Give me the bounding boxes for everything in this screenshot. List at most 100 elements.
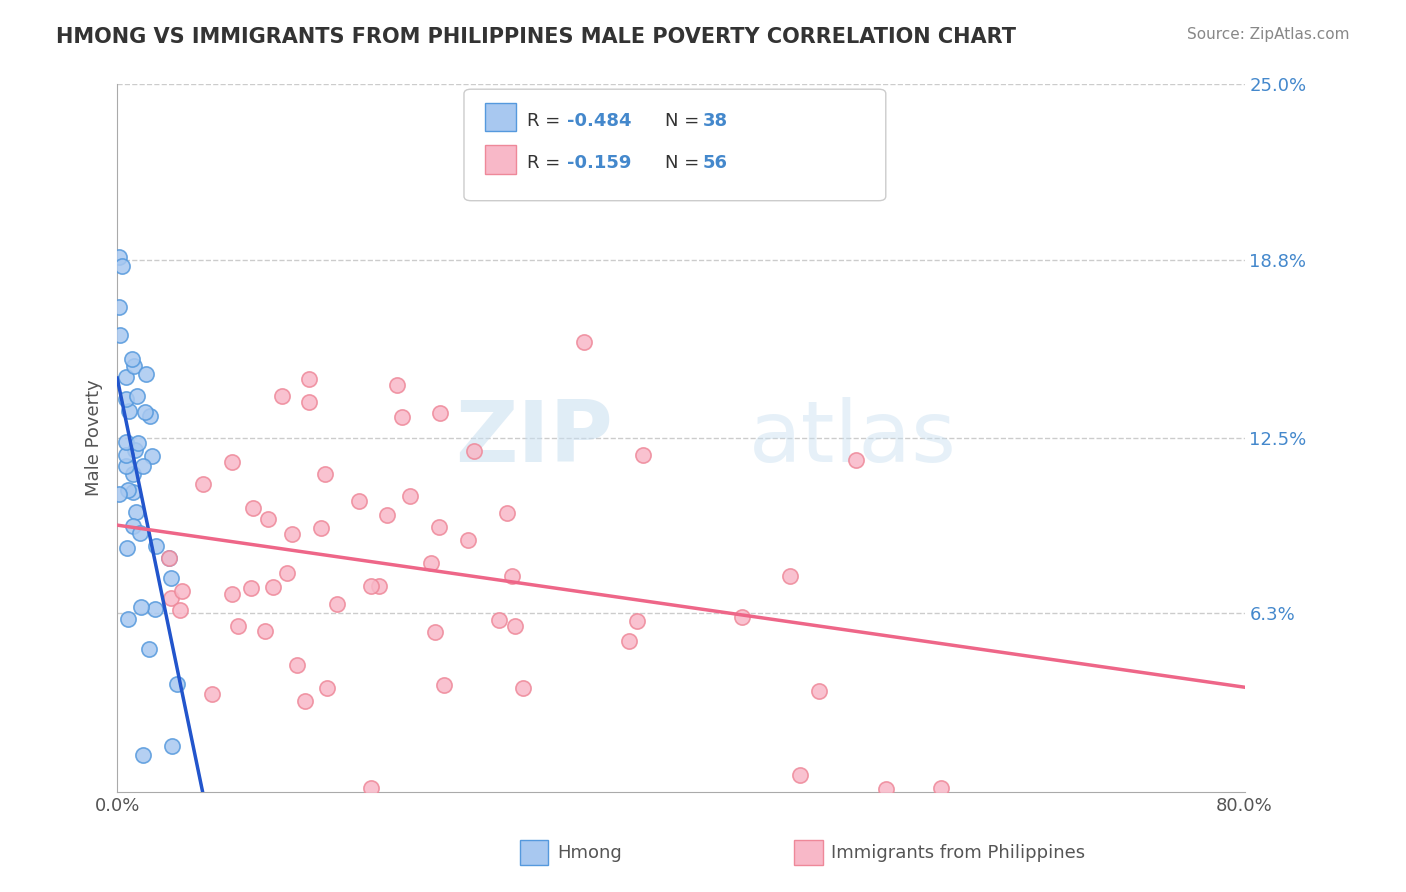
Point: [368, 579, 391, 593]
Point: [127, 436, 149, 450]
Point: [360, 579, 382, 593]
Point: [316, 681, 339, 695]
Point: [201, 687, 224, 701]
Point: [115, 370, 138, 384]
Point: [631, 448, 654, 462]
Point: [845, 453, 868, 467]
Text: R =: R =: [527, 154, 567, 172]
Point: [457, 533, 479, 547]
Point: [111, 259, 134, 273]
Point: [129, 599, 152, 614]
Text: Source: ZipAtlas.com: Source: ZipAtlas.com: [1187, 27, 1350, 42]
Point: [135, 368, 157, 382]
Point: [117, 483, 139, 498]
Point: [139, 409, 162, 424]
Point: [488, 613, 510, 627]
Point: [166, 677, 188, 691]
Point: [134, 405, 156, 419]
Point: [115, 448, 138, 462]
Point: [242, 500, 264, 515]
Point: [172, 584, 194, 599]
Point: [420, 556, 443, 570]
Point: [121, 519, 143, 533]
Point: [360, 780, 382, 795]
Point: [512, 681, 534, 696]
Point: [257, 512, 280, 526]
Point: [117, 404, 139, 418]
Point: [121, 351, 143, 366]
Point: [132, 459, 155, 474]
Text: ZIP: ZIP: [456, 397, 613, 480]
Point: [254, 624, 277, 639]
Text: Hmong: Hmong: [557, 844, 621, 862]
Point: [617, 634, 640, 648]
Point: [159, 591, 181, 605]
Point: [115, 541, 138, 556]
Point: [226, 619, 249, 633]
Point: [789, 767, 811, 781]
Point: [731, 610, 754, 624]
Point: [159, 571, 181, 585]
Point: [107, 250, 129, 264]
Point: [503, 619, 526, 633]
Point: [427, 520, 450, 534]
Point: [114, 434, 136, 449]
Point: [145, 539, 167, 553]
Point: [110, 328, 132, 343]
Point: [141, 449, 163, 463]
Point: [128, 525, 150, 540]
Point: [160, 739, 183, 753]
Point: [929, 781, 952, 796]
Point: [169, 603, 191, 617]
Text: N =: N =: [665, 154, 704, 172]
Point: [114, 392, 136, 406]
Point: [391, 410, 413, 425]
Point: [807, 684, 830, 698]
Text: atlas: atlas: [748, 397, 956, 480]
Point: [298, 395, 321, 409]
Point: [138, 642, 160, 657]
Point: [125, 505, 148, 519]
Point: [779, 569, 801, 583]
Point: [349, 493, 371, 508]
Point: [433, 678, 456, 692]
Point: [221, 587, 243, 601]
Point: [495, 506, 517, 520]
Point: [875, 781, 897, 796]
Point: [501, 568, 523, 582]
Point: [429, 406, 451, 420]
Point: [132, 748, 155, 763]
Point: [309, 521, 332, 535]
Point: [399, 489, 422, 503]
Point: [423, 624, 446, 639]
Point: [294, 693, 316, 707]
Text: -0.484: -0.484: [567, 112, 631, 129]
Point: [157, 550, 180, 565]
Point: [463, 444, 485, 458]
Point: [143, 602, 166, 616]
Point: [191, 476, 214, 491]
Point: [285, 657, 308, 672]
Point: [117, 612, 139, 626]
Point: [122, 359, 145, 374]
Point: [107, 301, 129, 315]
Point: [239, 581, 262, 595]
Text: 38: 38: [703, 112, 728, 129]
Text: -0.159: -0.159: [567, 154, 631, 172]
Point: [276, 566, 298, 581]
Point: [626, 614, 648, 628]
Point: [221, 455, 243, 469]
Text: HMONG VS IMMIGRANTS FROM PHILIPPINES MALE POVERTY CORRELATION CHART: HMONG VS IMMIGRANTS FROM PHILIPPINES MAL…: [56, 27, 1017, 46]
Point: [122, 485, 145, 500]
Y-axis label: Male Poverty: Male Poverty: [86, 380, 103, 497]
Point: [157, 551, 180, 566]
Text: 56: 56: [703, 154, 728, 172]
Point: [281, 527, 304, 541]
Point: [108, 487, 131, 501]
Point: [326, 597, 349, 611]
Text: N =: N =: [665, 112, 704, 129]
Point: [127, 389, 149, 403]
Text: R =: R =: [527, 112, 567, 129]
Point: [375, 508, 398, 522]
Text: Immigrants from Philippines: Immigrants from Philippines: [831, 844, 1085, 862]
